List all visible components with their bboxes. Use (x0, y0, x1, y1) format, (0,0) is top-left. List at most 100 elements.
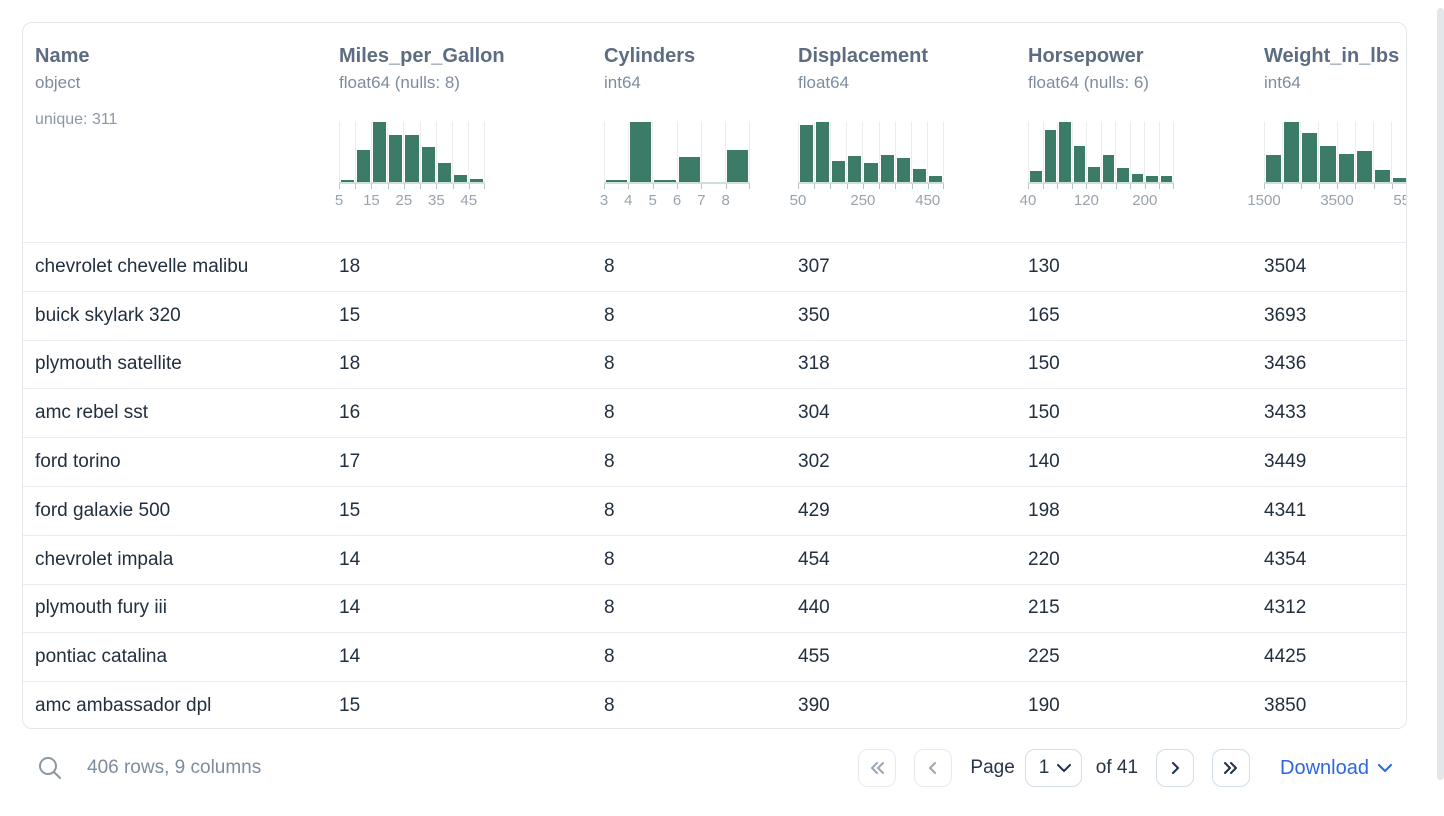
histogram-bin (652, 122, 676, 182)
cell-value: 454 (798, 548, 830, 570)
last-page-button[interactable] (1212, 749, 1251, 787)
histogram-bin (1354, 122, 1373, 182)
histogram-tick-label: 25 (395, 192, 413, 209)
cell-value: 15 (339, 304, 361, 326)
double-chevron-left-icon (871, 762, 885, 774)
prev-page-button[interactable] (914, 749, 953, 787)
cell-value: 14 (339, 597, 361, 619)
histogram-bin (910, 122, 927, 182)
download-button[interactable]: Download (1280, 757, 1392, 780)
cell-value: 14 (339, 646, 361, 668)
cell-name: plymouth satellite (35, 353, 182, 375)
histogram-bin (1086, 122, 1101, 182)
histogram-tick (604, 184, 605, 189)
cell-value: 440 (798, 597, 830, 619)
histogram-bin (1071, 122, 1087, 182)
histogram-bin (1390, 122, 1406, 182)
histogram-tick-label: 200 (1132, 192, 1158, 209)
row-count-summary: 406 rows, 9 columns (87, 757, 262, 778)
histogram-tick (1071, 184, 1073, 189)
cell-value: 350 (798, 304, 830, 326)
column-type: int64 (604, 73, 641, 92)
histogram-bin (604, 122, 628, 182)
histogram-tick (1300, 184, 1302, 189)
histogram-axis (1264, 184, 1406, 190)
cell-value: 304 (798, 402, 830, 424)
cell-name: chevrolet chevelle malibu (35, 255, 249, 277)
cell-value: 455 (798, 646, 830, 668)
histogram-bin (628, 122, 652, 182)
histogram-bar (453, 175, 467, 182)
histogram-bin (798, 122, 814, 182)
histogram-bar (1284, 122, 1300, 182)
histogram-tick (830, 184, 832, 189)
histogram-tick (1086, 184, 1088, 189)
cell-name: pontiac catalina (35, 646, 168, 668)
next-page-button[interactable] (1156, 749, 1195, 787)
histogram-tick (677, 184, 678, 189)
page-select-value: 1 (1038, 757, 1050, 778)
histogram-tick (652, 184, 654, 189)
histogram-tick-label: 5 (648, 192, 657, 209)
vertical-scrollbar[interactable] (1437, 8, 1444, 780)
histogram-bar (832, 161, 846, 182)
column-title: Weight_in_lbs (1264, 45, 1400, 67)
footer: 406 rows, 9 columns Page 1 of 41 (22, 741, 1407, 795)
histogram-tick-label: 7 (697, 192, 706, 209)
histogram-bin (862, 122, 878, 182)
histogram-bar (421, 147, 435, 182)
histogram-bin (814, 122, 830, 182)
column-title: Name (35, 45, 90, 67)
histogram-bars (1028, 122, 1174, 184)
cell-value: 150 (1028, 402, 1060, 424)
cell-value: 3850 (1264, 695, 1307, 717)
table-row: ford galaxie 500 15 8 429 198 4341 (23, 485, 1406, 535)
histogram-bin (355, 122, 371, 182)
histogram-bars (339, 122, 485, 184)
histogram-tick-labels: 40 120 200 (1020, 192, 1174, 210)
search-icon[interactable] (37, 755, 63, 781)
cell-value: 4312 (1264, 597, 1307, 619)
histogram-tick (1101, 184, 1102, 189)
histogram-tick (927, 184, 929, 189)
cell-value: 17 (339, 451, 361, 473)
histogram-bar (1073, 146, 1085, 182)
column-histogram-weight-in-lbs: 1500 3500 5500 (1247, 122, 1406, 210)
histogram-tick (1282, 184, 1284, 189)
column-type: float64 (798, 73, 850, 92)
cell-value: 8 (604, 353, 615, 375)
histogram-tick (355, 184, 357, 189)
column-histogram-horsepower: 40 120 200 (1020, 122, 1174, 210)
histogram-bar (1059, 122, 1071, 182)
histogram-bar (816, 122, 830, 182)
histogram-bin (1372, 122, 1391, 182)
first-page-button[interactable] (858, 749, 897, 787)
cell-value: 3433 (1264, 402, 1307, 424)
histogram-bar (1356, 150, 1372, 182)
table-body: chevrolet chevelle malibu 18 8 307 130 3504 bu… (23, 242, 1406, 728)
histogram-tick (879, 184, 881, 189)
column-title: Horsepower (1028, 45, 1144, 67)
histogram-tick (403, 184, 405, 189)
cell-value: 3436 (1264, 353, 1307, 375)
histogram-axis (798, 184, 944, 190)
histogram-tick-label: 3500 (1320, 192, 1354, 209)
histogram-bin (1115, 122, 1130, 182)
cell-value: 3449 (1264, 451, 1307, 473)
cell-value: 318 (798, 353, 830, 375)
histogram-tick (371, 184, 373, 189)
histogram-bin (435, 122, 452, 182)
histogram-bin (1129, 122, 1145, 182)
histogram-tick (798, 184, 799, 189)
column-header-cylinders: Cylinders int64 3 4 5 6 7 8 (592, 23, 786, 242)
histogram-bar (1146, 176, 1158, 182)
cell-value: 8 (604, 451, 615, 473)
download-label: Download (1280, 756, 1369, 779)
histogram-bin (1336, 122, 1355, 182)
histogram-tick (1028, 184, 1029, 189)
histogram-bars (604, 122, 751, 184)
page-label: Page (970, 757, 1015, 778)
histogram-bar (880, 155, 894, 182)
histogram-tick (895, 184, 897, 189)
page-select[interactable]: 1 (1024, 749, 1082, 787)
